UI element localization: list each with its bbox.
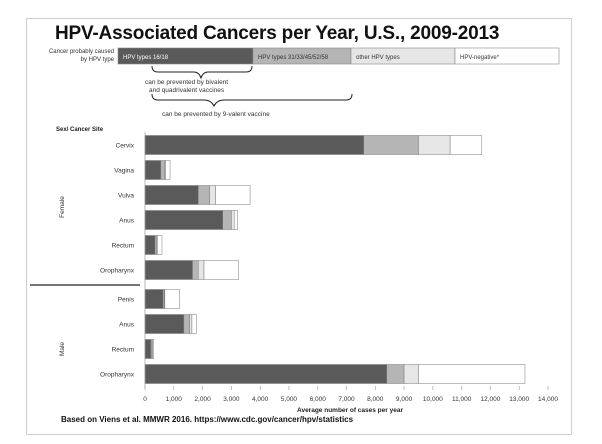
category-label-male-penis: Penis bbox=[118, 297, 135, 304]
legend-label: HPV types 16/18 bbox=[123, 55, 169, 61]
x-tick-label: 3,000 bbox=[223, 396, 240, 403]
legend-item-other-hpv-types: other HPV types bbox=[350, 47, 456, 65]
x-tick-label: 13,000 bbox=[509, 396, 529, 403]
category-label-male-oropharynx: Oropharynx bbox=[100, 372, 135, 379]
bar-female-oropharynx-hpv-types-16-18 bbox=[144, 260, 193, 280]
bar-male-rectum-hpv-negative bbox=[152, 339, 154, 359]
bar-female-vulva-hpv-negative bbox=[215, 185, 251, 205]
bivalent-note-line-1: can be prevented by bivalent bbox=[145, 79, 228, 86]
bar-male-anus-hpv-types-31-33-45-52-58 bbox=[183, 314, 190, 334]
legend-item-hpv-negative: HPV-negative* bbox=[454, 47, 560, 65]
bar-female-rectum-hpv-types-16-18 bbox=[144, 235, 156, 255]
bar-female-oropharynx-other-hpv-types bbox=[198, 260, 205, 280]
category-label-female-vagina: Vagina bbox=[114, 168, 134, 175]
legend-title-line-1: Cancer probably caused bbox=[49, 49, 114, 55]
x-tick-label: 10,000 bbox=[423, 396, 443, 403]
vaccine-braces bbox=[151, 65, 353, 108]
bar-male-rectum-hpv-types-16-18 bbox=[144, 339, 152, 359]
category-label-female-cervix: Cervix bbox=[116, 143, 135, 150]
bar-male-anus-hpv-negative bbox=[191, 314, 197, 334]
bar-female-vagina-hpv-types-16-18 bbox=[144, 160, 162, 180]
x-tick-label: 5,000 bbox=[281, 396, 298, 403]
legend-label: HPV-negative* bbox=[460, 55, 500, 61]
bar-female-oropharynx-hpv-types-31-33-45-52-58 bbox=[192, 260, 199, 280]
nine-valent-brace bbox=[151, 93, 353, 108]
category-label-female-anus: Anus bbox=[119, 218, 135, 225]
bar-female-cervix-hpv-types-31-33-45-52-58 bbox=[363, 135, 419, 155]
plot-area: Cervix Vagina Vulva Anus Rectum Oropharynx Pen… bbox=[30, 132, 558, 403]
category-label-female-vulva: Vulva bbox=[118, 193, 134, 200]
bar-female-anus-hpv-types-16-18 bbox=[144, 210, 223, 230]
category-label-female-rectum: Rectum bbox=[112, 243, 134, 250]
bar-female-anus-other-hpv-types bbox=[231, 210, 235, 230]
bar-female-oropharynx-hpv-negative bbox=[203, 260, 239, 280]
source-footnote: Based on Viens et al. MMWR 2016. https:/… bbox=[61, 415, 354, 424]
bar-female-cervix-other-hpv-types bbox=[418, 135, 451, 155]
bar-male-penis-hpv-types-16-18 bbox=[144, 289, 164, 309]
bar-male-oropharynx-hpv-types-16-18 bbox=[144, 364, 388, 384]
legend-label: HPV types 31/33/45/52/58 bbox=[258, 55, 329, 61]
bar-female-vagina-hpv-types-31-33-45-52-58 bbox=[160, 160, 165, 180]
category-label-male-rectum: Rectum bbox=[112, 347, 134, 354]
x-tick-label: 11,000 bbox=[452, 396, 472, 403]
bar-female-vagina-hpv-negative bbox=[165, 160, 171, 180]
x-tick-label: 2,000 bbox=[194, 396, 211, 403]
bar-male-oropharynx-hpv-types-31-33-45-52-58 bbox=[386, 364, 405, 384]
bar-female-vulva-hpv-types-16-18 bbox=[144, 185, 199, 205]
x-axis-title: Average number of cases per year bbox=[297, 407, 403, 414]
x-tick-label: 14,000 bbox=[538, 396, 558, 403]
x-tick-label: 9,000 bbox=[396, 396, 413, 403]
legend-item-hpv-types-31-33-45-52-58: HPV types 31/33/45/52/58 bbox=[252, 47, 352, 65]
bar-male-oropharynx-hpv-negative bbox=[418, 364, 526, 384]
bar-female-vulva-hpv-types-31-33-45-52-58 bbox=[198, 185, 211, 205]
nine-valent-note: can be prevented by 9-valent vaccine bbox=[162, 111, 270, 118]
bar-female-cervix-hpv-negative bbox=[449, 135, 483, 155]
x-tick-label: 0 bbox=[143, 396, 147, 403]
group-label-female: Female bbox=[59, 196, 66, 218]
bar-male-anus-other-hpv-types bbox=[189, 314, 193, 334]
legend: Cancer probably caused by HPV type HPV t… bbox=[49, 47, 560, 65]
bar-female-rectum-hpv-negative bbox=[157, 235, 163, 255]
bivalent-note-line-2: and quadrivalent vaccines bbox=[149, 87, 225, 94]
bar-female-vulva-other-hpv-types bbox=[209, 185, 216, 205]
bar-male-oropharynx-other-hpv-types bbox=[403, 364, 419, 384]
bar-female-anus-hpv-negative bbox=[233, 210, 238, 230]
x-tick-label: 6,000 bbox=[310, 396, 327, 403]
bar-female-cervix-hpv-types-16-18 bbox=[144, 135, 365, 155]
legend-label: other HPV types bbox=[356, 55, 400, 61]
legend-title-line-2: by HPV type bbox=[81, 57, 115, 63]
x-tick-label: 8,000 bbox=[367, 396, 384, 403]
x-tick-label: 1,000 bbox=[166, 396, 183, 403]
slide-title: HPV-Associated Cancers per Year, U.S., 2… bbox=[55, 23, 500, 44]
category-label-female-oropharynx: Oropharynx bbox=[100, 268, 135, 275]
bivalent-brace bbox=[151, 65, 253, 80]
legend-swatch bbox=[454, 47, 560, 65]
bar-male-anus-hpv-types-16-18 bbox=[144, 314, 185, 334]
x-tick-label: 12,000 bbox=[480, 396, 500, 403]
legend-item-hpv-types-16-18: HPV types 16/18 bbox=[117, 47, 254, 65]
category-label-male-anus: Anus bbox=[119, 322, 135, 329]
bar-male-penis-hpv-negative bbox=[164, 289, 180, 309]
group-label-male: Male bbox=[59, 342, 66, 356]
x-tick-label: 7,000 bbox=[338, 396, 355, 403]
y-axis-title: Sex/ Cancer Site bbox=[56, 127, 104, 133]
x-tick-label: 4,000 bbox=[252, 396, 269, 403]
bar-female-anus-hpv-types-31-33-45-52-58 bbox=[222, 210, 232, 230]
